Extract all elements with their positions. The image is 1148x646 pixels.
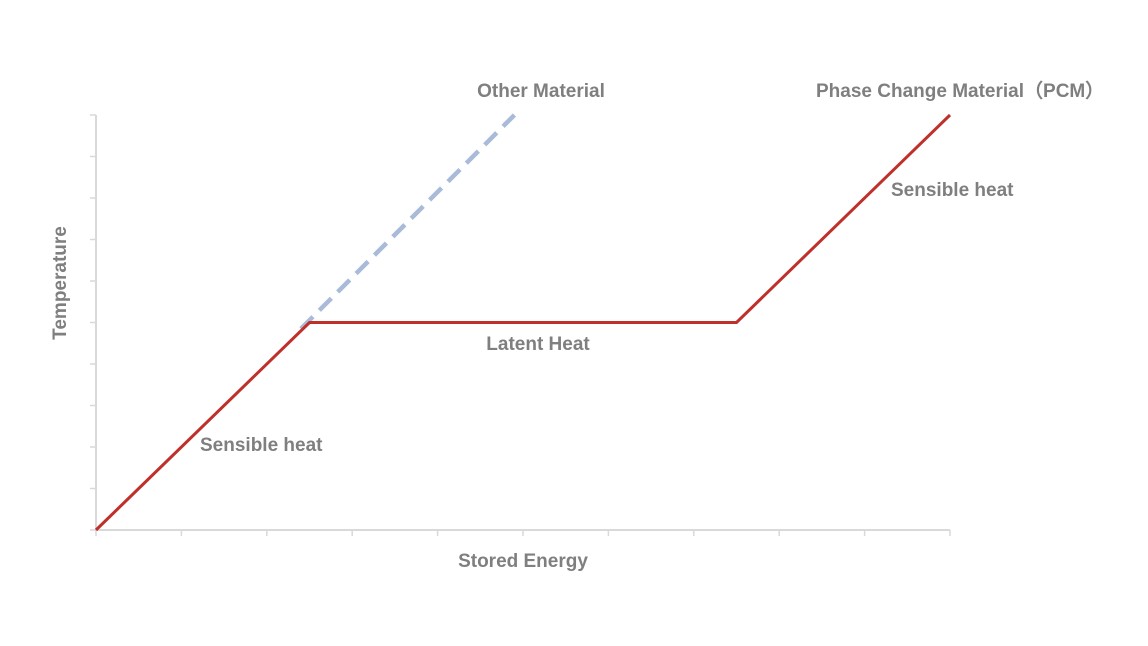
text-layer: Other Material Phase Change Material（PCM… xyxy=(50,79,1104,572)
series-layer xyxy=(94,113,952,532)
x-axis-label: Stored Energy xyxy=(458,551,588,572)
annotation-sensible-heat-2: Sensible heat xyxy=(891,180,1014,201)
series-line-pcm xyxy=(94,113,952,532)
axes xyxy=(90,114,951,536)
series-label-other-material: Other Material xyxy=(477,81,605,102)
annotation-sensible-heat-1: Sensible heat xyxy=(200,435,323,456)
y-ticks xyxy=(90,114,96,531)
annotation-latent-heat: Latent Heat xyxy=(486,334,590,355)
y-axis-label: Temperature xyxy=(50,226,71,340)
series-label-pcm: Phase Change Material（PCM） xyxy=(816,79,1104,102)
series-line-other-material xyxy=(299,113,517,331)
x-ticks xyxy=(95,530,951,536)
